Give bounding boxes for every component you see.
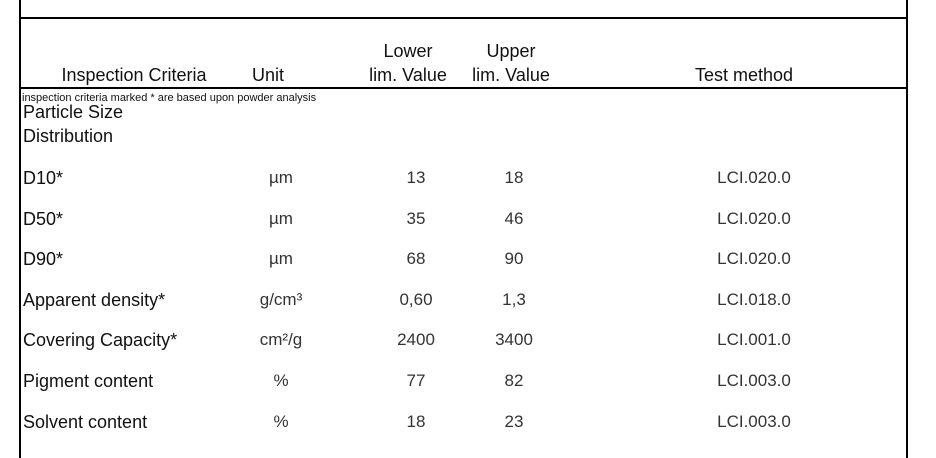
header-cell: Lower [383, 41, 433, 61]
criteria-cell: D50* [23, 208, 64, 229]
header-cell: lim. Value [472, 65, 550, 85]
header-cell: Test method [694, 65, 794, 85]
value-cell: LCI.020.0 [717, 208, 791, 228]
value-cell: 90 [504, 249, 524, 269]
criteria-cell: Pigment content [23, 371, 154, 391]
value-cell: LCI.020.0 [717, 168, 791, 187]
criteria-cell: D90* [23, 249, 64, 270]
header-cell: Unit [251, 65, 285, 85]
value-cell: 18 [504, 168, 524, 187]
header-separator [19, 87, 908, 89]
value-cell: 0,60 [399, 289, 433, 309]
value-cell: 77 [406, 371, 426, 390]
criteria-cell: Apparent density* [23, 289, 166, 310]
value-cell: 18 [406, 411, 426, 431]
value-cell: g/cm³ [259, 289, 303, 309]
header-cell: Inspection Criteria [61, 65, 207, 85]
note: inspection criteria marked * are based u… [22, 92, 317, 104]
value-cell: µm [269, 249, 293, 269]
value-cell: 3400 [495, 330, 533, 350]
table-border-left [19, 0, 21, 458]
value-cell: LCI.003.0 [717, 411, 791, 431]
value-cell: 35 [406, 208, 426, 228]
section-label: Distribution [23, 126, 114, 146]
value-cell: % [273, 411, 289, 431]
value-cell: 13 [406, 168, 426, 187]
header-cell: lim. Value [369, 65, 447, 85]
criteria-cell: Covering Capacity* [23, 330, 178, 351]
value-cell: 46 [504, 208, 524, 228]
value-cell: cm²/g [259, 330, 303, 350]
section-label: Particle Size [23, 102, 124, 122]
header-cell: Upper [486, 41, 536, 61]
value-cell: 68 [406, 249, 426, 269]
value-cell: 2400 [397, 330, 435, 350]
value-cell: LCI.018.0 [717, 289, 791, 309]
value-cell: 23 [504, 411, 524, 431]
value-cell: LCI.020.0 [717, 249, 791, 269]
value-cell: LCI.001.0 [717, 330, 791, 350]
value-cell: 1,3 [502, 289, 526, 309]
table-border-top [19, 17, 908, 19]
value-cell: 82 [504, 371, 524, 390]
table-border-right [906, 0, 908, 458]
value-cell: µm [269, 208, 293, 228]
value-cell: µm [269, 168, 293, 187]
value-cell: LCI.003.0 [717, 371, 791, 390]
criteria-cell: Solvent content [23, 411, 148, 432]
value-cell: % [273, 371, 289, 390]
criteria-cell: D10* [23, 168, 64, 188]
